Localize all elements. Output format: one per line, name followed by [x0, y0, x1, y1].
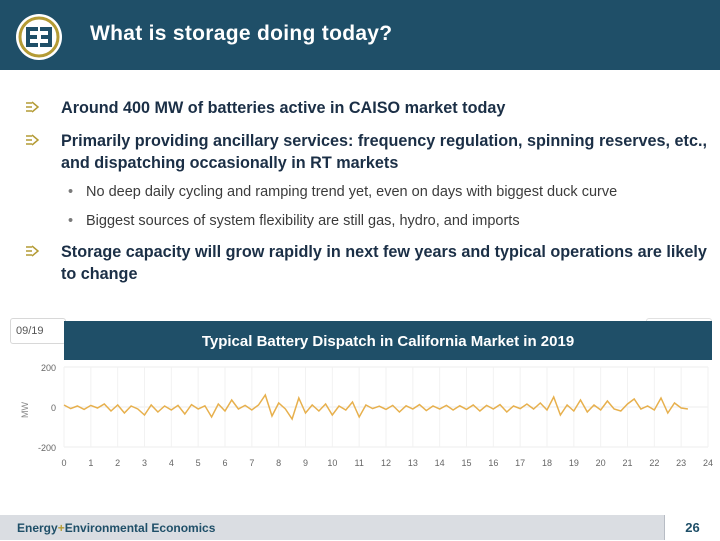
slide-footer: Energy+Environmental Economics	[0, 515, 720, 540]
x-tick-label: 13	[408, 458, 418, 468]
footer-brand-part1: Energy	[17, 521, 58, 535]
slide-header: What is storage doing today?	[0, 0, 720, 70]
x-tick-label: 7	[249, 458, 254, 468]
chart-title: Typical Battery Dispatch in California M…	[64, 321, 712, 360]
x-tick-label: 17	[515, 458, 525, 468]
bullet-1-text: Around 400 MW of batteries active in CAI…	[61, 99, 506, 117]
bullet-2-text: Primarily providing ancillary services: …	[61, 132, 707, 172]
page-number: 26	[664, 515, 720, 540]
footer-brand-separator: +	[57, 521, 65, 535]
footer-brand: Energy+Environmental Economics	[17, 521, 215, 535]
x-tick-label: 10	[327, 458, 337, 468]
x-tick-label: 16	[488, 458, 498, 468]
chart-date-tab[interactable]: 09/19	[10, 318, 66, 344]
x-tick-label: 14	[435, 458, 445, 468]
x-tick-label: 19	[569, 458, 579, 468]
sub-bullet-2-text: Biggest sources of system flexibility ar…	[86, 213, 520, 229]
x-tick-label: 0	[61, 458, 66, 468]
arrow-bullet-icon	[26, 245, 40, 257]
dot-bullet-icon: •	[68, 184, 74, 200]
footer-brand-part2: Environmental Economics	[64, 521, 216, 535]
x-tick-label: 2	[115, 458, 120, 468]
x-tick-label: 8	[276, 458, 281, 468]
x-tick-label: 21	[622, 458, 632, 468]
bullet-3-text: Storage capacity will grow rapidly in ne…	[61, 243, 707, 283]
y-tick-label: 200	[41, 363, 56, 373]
series-line	[63, 393, 689, 421]
x-tick-label: 20	[596, 458, 606, 468]
e3-logo-icon	[16, 14, 62, 60]
x-tick-label: 23	[676, 458, 686, 468]
x-tick-label: 4	[169, 458, 174, 468]
x-tick-label: 15	[461, 458, 471, 468]
dot-bullet-icon: •	[68, 213, 74, 229]
x-tick-label: 12	[381, 458, 391, 468]
x-tick-label: 3	[142, 458, 147, 468]
x-tick-label: 1	[88, 458, 93, 468]
x-tick-label: 18	[542, 458, 552, 468]
arrow-bullet-icon	[26, 134, 40, 146]
y-axis-label: MW	[20, 402, 30, 418]
arrow-bullet-icon	[26, 101, 40, 113]
y-tick-label: 0	[51, 403, 56, 413]
slide-title: What is storage doing today?	[90, 22, 393, 45]
x-tick-label: 9	[303, 458, 308, 468]
x-tick-label: 6	[222, 458, 227, 468]
x-tick-label: 22	[649, 458, 659, 468]
x-tick-label: 5	[196, 458, 201, 468]
x-tick-label: 11	[354, 458, 363, 468]
x-tick-label: 24	[703, 458, 713, 468]
y-tick-label: -200	[38, 443, 56, 453]
sub-bullet-1-text: No deep daily cycling and ramping trend …	[86, 184, 618, 200]
